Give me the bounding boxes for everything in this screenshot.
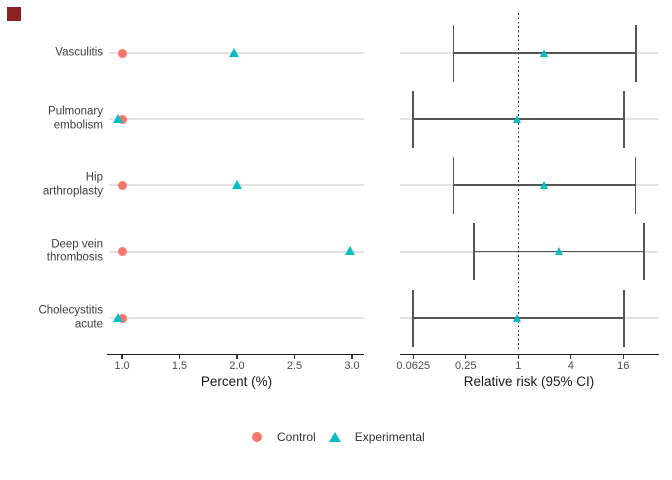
x-axis-tick-label: 2.0: [229, 360, 245, 372]
x-axis-tick-label: 0.25: [455, 360, 477, 372]
relative-risk-point: [540, 180, 548, 189]
x-axis-tick-label: 3.0: [344, 360, 360, 372]
legend: Control Experimental: [252, 428, 425, 446]
x-axis-tick-mark: [178, 355, 181, 359]
ci-cap-low: [412, 289, 414, 347]
experimental-point: [113, 113, 124, 123]
category-label: Hip arthroplasty: [42, 171, 103, 198]
gridline-percent-panel: [109, 317, 364, 319]
x-axis-tick-mark: [351, 355, 353, 359]
control-legend-label: Control: [277, 430, 316, 444]
x-axis-title-percent: Percent (%): [200, 374, 273, 389]
x-axis-tick-mark: [293, 355, 296, 359]
x-axis-tick-label: 2.5: [286, 360, 303, 372]
x-axis-title-relative-risk: Relative risk (95% CI): [463, 374, 595, 389]
relative-risk-point: [540, 48, 548, 57]
category-label: Pulmonary embolism: [48, 105, 103, 132]
x-axis-tick-label: 1: [515, 360, 522, 372]
relative-risk-point: [554, 247, 563, 255]
x-axis-tick-label: 4: [567, 360, 574, 372]
corner-marker: [7, 7, 21, 21]
experimental-point: [345, 246, 356, 255]
control-point: [117, 48, 127, 58]
x-axis-tick-mark: [622, 355, 624, 359]
reference-line: [517, 13, 519, 352]
experimental-legend-label: Experimental: [354, 430, 425, 444]
gridline-percent-panel: [109, 118, 364, 120]
ci-cap-high: [634, 156, 637, 214]
x-axis-tick-mark: [517, 355, 519, 359]
experimental-point: [113, 312, 124, 322]
x-axis-line: [107, 354, 364, 356]
control-point: [117, 247, 127, 256]
experimental-point: [229, 47, 240, 57]
experimental-point: [231, 179, 242, 189]
category-label: Vasculitis: [55, 46, 103, 59]
ci-cap-low: [412, 90, 414, 148]
ci-cap-low: [452, 156, 455, 214]
control-point: [117, 180, 127, 190]
ci-cap-low: [473, 223, 475, 280]
ci-cap-high: [643, 223, 645, 280]
x-axis-tick-label: 1.0: [114, 360, 130, 372]
experimental-legend-marker-icon: [328, 432, 341, 442]
control-legend-marker-icon: [252, 432, 262, 442]
ci-cap-high: [635, 24, 637, 82]
x-axis-line: [400, 354, 659, 356]
ci-cap-low: [452, 24, 455, 82]
x-axis-tick-mark: [412, 355, 414, 359]
relative-risk-point: [512, 313, 521, 322]
ci-cap-high: [623, 90, 625, 148]
relative-risk-point: [512, 114, 521, 123]
x-axis-tick-mark: [570, 355, 572, 359]
x-axis-tick-label: 1.5: [171, 360, 188, 372]
x-axis-tick-mark: [121, 355, 123, 359]
x-axis-tick-label: 16: [617, 360, 630, 372]
x-axis-tick-mark: [465, 355, 467, 359]
ci-cap-high: [623, 289, 625, 347]
category-label: Cholecystitis acute: [38, 304, 103, 331]
x-axis-tick-label: 0.0625: [396, 360, 431, 372]
category-label: Deep vein thrombosis: [46, 238, 103, 264]
x-axis-tick-mark: [236, 355, 238, 359]
gridline-percent-panel: [109, 250, 364, 253]
